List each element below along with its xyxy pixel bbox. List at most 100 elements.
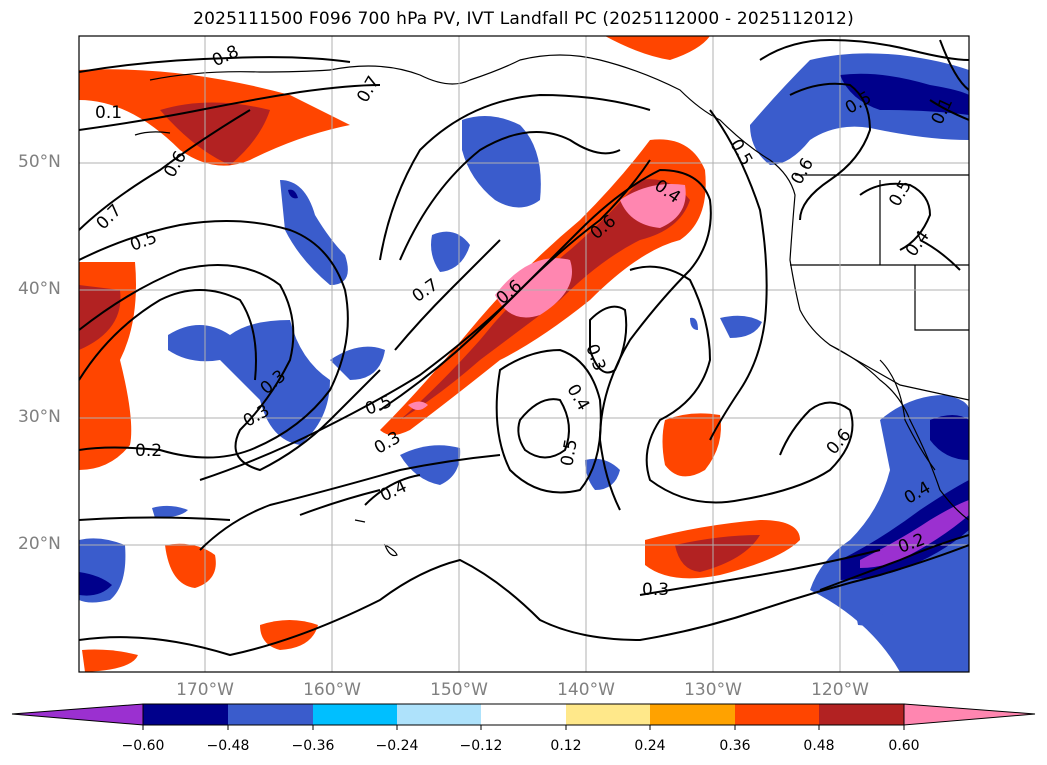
contour-label: 0.6 <box>787 155 818 188</box>
colorbar-tick-label: 0.48 <box>803 738 835 754</box>
negative-shade <box>720 315 762 338</box>
colorbar-segment <box>903 703 1036 726</box>
coastline <box>329 54 969 521</box>
positive-shade <box>165 543 216 588</box>
colorbar-tick-label: −0.12 <box>459 738 503 754</box>
contour-label: 0.5 <box>557 438 581 468</box>
contour-label: 0.5 <box>885 177 916 210</box>
colorbar-tick-label: −0.60 <box>121 738 165 754</box>
positive-shade <box>82 649 138 672</box>
lon-label: 170°W <box>176 680 234 700</box>
contour-line <box>79 220 349 459</box>
positive-shade <box>662 413 721 477</box>
contour-line <box>79 84 381 131</box>
negative-shade <box>330 346 385 380</box>
colorbar-tick-label: 0.60 <box>888 738 920 754</box>
contour-line <box>299 489 381 516</box>
negative-shade <box>930 415 969 460</box>
colorbar-tick-label: −0.24 <box>375 738 419 754</box>
contour-line <box>79 544 969 657</box>
colorbar-tick-label: 0.36 <box>719 738 751 754</box>
lon-label: 120°W <box>811 680 869 700</box>
contour-line <box>199 159 651 481</box>
contour-line <box>79 109 251 231</box>
negative-shade <box>690 317 698 330</box>
contour-line <box>939 39 969 91</box>
positive-shade <box>160 102 270 165</box>
lon-label: 140°W <box>557 680 615 700</box>
positive-shade <box>620 184 686 228</box>
negative-shade <box>860 500 969 568</box>
lat-label: 30°N <box>18 407 61 427</box>
negative-shade <box>168 320 330 445</box>
colorbar-tick-label: 0.12 <box>550 738 582 754</box>
coastline <box>879 359 936 471</box>
state-border <box>914 265 969 331</box>
island <box>383 543 398 557</box>
positive-shade <box>79 285 121 350</box>
contour-line <box>639 549 881 596</box>
coastline <box>149 69 331 81</box>
negative-shade <box>79 572 112 596</box>
contour-line <box>789 82 872 221</box>
plot-frame <box>78 35 970 673</box>
contour-line <box>394 239 501 351</box>
contour-label: 0.2 <box>135 441 162 461</box>
positive-shade <box>605 36 710 60</box>
contour-line <box>79 289 257 381</box>
contour-line <box>399 131 621 261</box>
contour-line <box>517 398 570 459</box>
contour-line <box>79 516 231 521</box>
colorbar <box>11 703 1036 730</box>
contour-line <box>929 99 969 121</box>
negative-shade <box>152 505 188 518</box>
contour-line <box>759 38 969 61</box>
lat-label: 40°N <box>18 279 61 299</box>
contour-label: 0.7 <box>353 73 384 106</box>
lat-label: 50°N <box>18 152 61 172</box>
negative-shade <box>288 189 298 199</box>
colorbar-segment <box>143 704 228 725</box>
positive-shade <box>408 401 428 410</box>
colorbar-tick-label: 0.24 <box>634 738 666 754</box>
contour-label: 0.3 <box>642 580 669 600</box>
colorbar-segment <box>228 704 313 725</box>
contour-line <box>495 348 602 494</box>
colorbar-segment <box>313 704 397 725</box>
contour-line <box>199 454 501 551</box>
contour-label: 0.4 <box>562 381 593 414</box>
contour-label: 0.1 <box>95 103 122 123</box>
contour-line <box>379 168 712 511</box>
negative-shade <box>462 116 541 208</box>
coastline <box>134 131 171 136</box>
contour-line <box>859 182 932 251</box>
contour-label: 0.8 <box>209 42 242 72</box>
contour-line <box>629 265 854 504</box>
island <box>354 519 366 523</box>
negative-shade <box>855 609 884 626</box>
colorbar-segment <box>566 704 650 725</box>
contour-label: 0.6 <box>823 425 856 459</box>
lon-label: 130°W <box>684 680 742 700</box>
lon-label: 150°W <box>430 680 488 700</box>
contour-line <box>819 534 969 591</box>
coastline-layer <box>134 54 969 557</box>
contour-label: 0.4 <box>377 477 410 507</box>
positive-shade <box>675 535 760 572</box>
contour-layer <box>79 38 969 657</box>
contour-line <box>364 474 421 506</box>
negative-shade <box>280 180 348 285</box>
colorbar-segment <box>397 704 481 725</box>
colorbar-tick-label: −0.48 <box>206 738 250 754</box>
colorbar-segment <box>735 704 819 725</box>
colorbar-segment <box>481 704 566 725</box>
contour-line <box>79 56 351 73</box>
map-title: 2025111500 F096 700 hPa PV, IVT Landfall… <box>193 9 854 29</box>
state-border <box>829 344 969 401</box>
lon-label: 160°W <box>303 680 361 700</box>
contour-line <box>589 305 628 374</box>
shading-layer <box>79 36 969 672</box>
gridlines <box>79 36 969 672</box>
colorbar-segment <box>819 704 904 725</box>
